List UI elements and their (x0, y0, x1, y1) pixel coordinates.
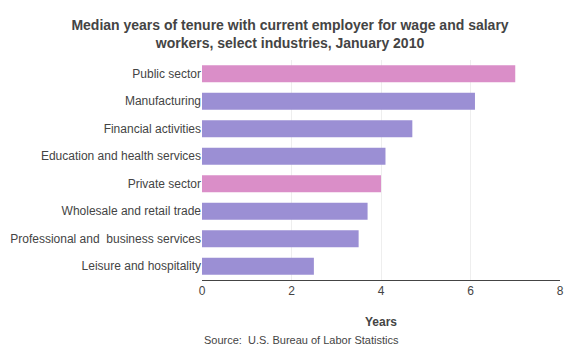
svg-text:Financial activities: Financial activities (104, 122, 201, 136)
svg-text:Public sector: Public sector (132, 67, 201, 81)
svg-text:6: 6 (467, 284, 474, 298)
svg-text:Private sector: Private sector (128, 177, 201, 191)
svg-text:0: 0 (199, 284, 206, 298)
svg-text:Manufacturing: Manufacturing (125, 94, 201, 108)
svg-text:4: 4 (378, 284, 385, 298)
svg-text:Years: Years (365, 315, 397, 329)
svg-text:8: 8 (557, 284, 564, 298)
svg-text:Source: U.S. Bureau of Labor: Source: U.S. Bureau of Labor Statistics (204, 334, 399, 346)
svg-text:Professional and business ser: Professional and business services (10, 232, 201, 246)
svg-text:Median years of tenure with cu: Median years of tenure with current empl… (71, 17, 508, 51)
svg-text:Leisure and hospitality: Leisure and hospitality (82, 259, 201, 273)
svg-text:Wholesale and retail trade: Wholesale and retail trade (62, 204, 202, 218)
svg-text:Education and health services: Education and health services (41, 149, 201, 163)
svg-text:2: 2 (288, 284, 295, 298)
